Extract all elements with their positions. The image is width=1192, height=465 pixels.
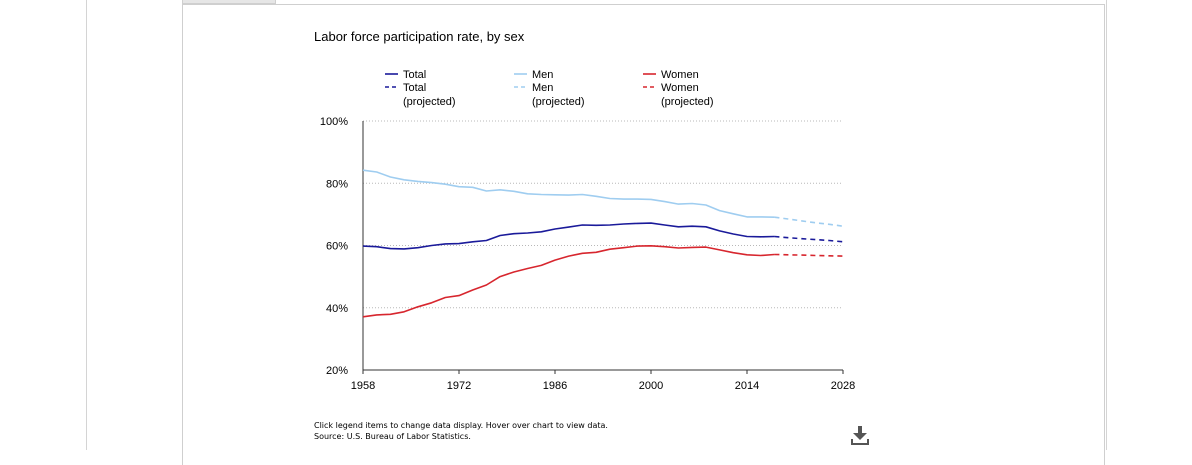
legend-label: (projected) <box>661 96 714 108</box>
legend-label: Women <box>661 82 699 94</box>
footer-source: Source: U.S. Bureau of Labor Statistics. <box>314 432 471 441</box>
y-tick-label: 100% <box>320 116 348 128</box>
y-tick-label: 40% <box>326 303 348 315</box>
y-tick-label: 60% <box>326 241 348 253</box>
chart-panel <box>182 4 1105 465</box>
legend-item-men[interactable]: Men <box>514 69 553 81</box>
legend-item-women[interactable]: Women <box>643 69 699 81</box>
legend-label: Men <box>532 69 553 81</box>
legend-label: Men <box>532 82 553 94</box>
series-line-total[interactable] <box>362 222 775 250</box>
x-tick-label: 1986 <box>543 380 567 392</box>
download-icon[interactable] <box>849 424 871 446</box>
legend: TotalTotal(projected)MenMen(projected)Wo… <box>385 69 714 108</box>
x-tick-label: 2000 <box>639 380 663 392</box>
x-tick-label: 1972 <box>447 380 471 392</box>
series-line-women[interactable] <box>362 245 775 318</box>
legend-item-men_proj[interactable]: Men (projected) <box>514 82 585 108</box>
legend-item-total_proj[interactable]: Total (projected) <box>385 82 456 108</box>
chart-title: Labor force participation rate, by sex <box>314 29 525 44</box>
x-tick-label: 2028 <box>831 380 855 392</box>
y-tick-label: 80% <box>326 178 348 190</box>
legend-label: (projected) <box>403 96 456 108</box>
page-left-border <box>86 0 87 450</box>
series-line-men[interactable] <box>362 169 775 218</box>
legend-label: (projected) <box>532 96 585 108</box>
legend-label: Total <box>403 69 426 81</box>
series-group <box>362 169 844 318</box>
footer-instructions: Click legend items to change data displa… <box>314 421 608 430</box>
chart-svg[interactable]: 20% 40% 60% 80% 100% 1958 1972 1986 2000 2014 2028… <box>0 0 1192 450</box>
chart-footer: Click legend items to change data displa… <box>314 420 608 442</box>
axes: 20% 40% 60% 80% 100% 1958 1972 1986 2000 2014 2028 <box>320 116 855 392</box>
legend-item-women_proj[interactable]: Women (projected) <box>643 82 714 108</box>
y-tick-label: 20% <box>326 365 348 377</box>
x-tick-label: 2014 <box>735 380 759 392</box>
legend-label: Total <box>403 82 426 94</box>
series-line-total_proj[interactable] <box>774 235 844 243</box>
tab-stub[interactable] <box>182 0 276 4</box>
legend-item-total[interactable]: Total <box>385 69 426 81</box>
series-line-men_proj[interactable] <box>774 216 844 227</box>
page-right-border <box>1106 0 1107 450</box>
x-tick-label: 1958 <box>351 380 375 392</box>
series-line-women_proj[interactable] <box>774 253 844 257</box>
legend-label: Women <box>661 69 699 81</box>
grid-lines <box>363 120 843 309</box>
